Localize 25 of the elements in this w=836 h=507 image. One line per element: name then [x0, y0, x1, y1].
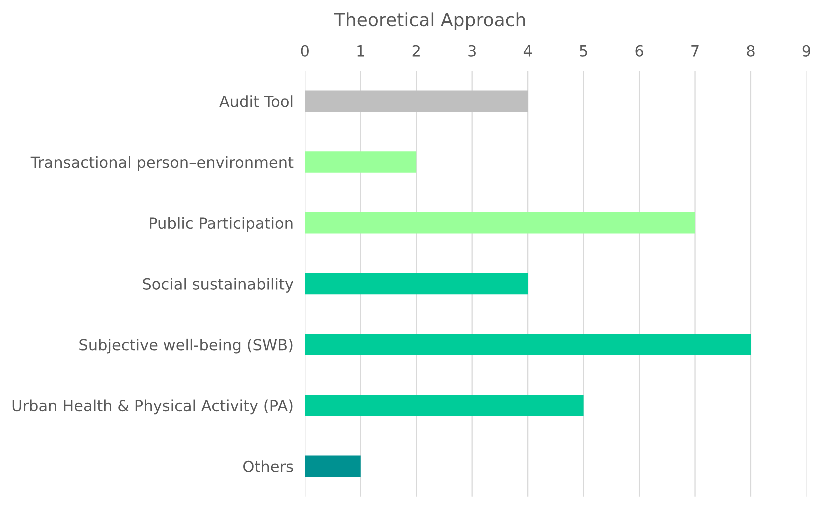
bar — [305, 394, 584, 416]
y-tick-label: Urban Health & Physical Activity (PA) — [12, 400, 293, 415]
y-tick-label: Social sustainability — [143, 278, 294, 293]
y-tick-label: Public Participation — [150, 217, 293, 232]
y-tick-label: Audit Tool — [220, 96, 293, 108]
bar — [305, 90, 528, 112]
bar — [305, 152, 417, 173]
x-tick-label: 9 — [802, 45, 811, 57]
x-tick-label: 2 — [412, 45, 420, 57]
x-tick-label: 5 — [580, 46, 588, 57]
y-tick-label: Transactional person–environment — [30, 156, 294, 172]
bar — [305, 334, 752, 356]
x-tick-label: 8 — [747, 45, 755, 57]
y-tick-label: Others — [244, 460, 294, 472]
x-tick-label: 7 — [692, 46, 699, 57]
x-tick-label: 6 — [636, 45, 644, 57]
bar — [305, 212, 696, 234]
x-tick-label: 0 — [301, 45, 309, 57]
y-tick-label: Subjective well-being (SWB) — [80, 338, 293, 354]
bar — [305, 456, 361, 478]
x-tick-label: 1 — [358, 46, 364, 57]
chart-title: Theoretical Approach — [334, 12, 526, 30]
x-tick-label: 3 — [468, 45, 476, 57]
x-tick-label: 4 — [524, 46, 532, 57]
bar — [305, 273, 528, 295]
